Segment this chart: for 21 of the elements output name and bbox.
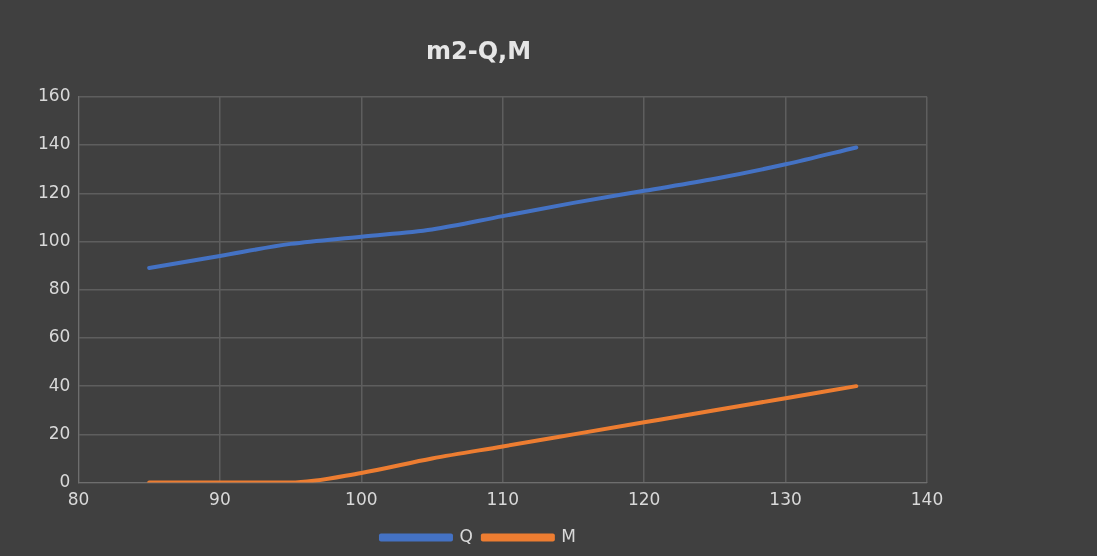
x-tick-label: 90: [209, 489, 231, 510]
y-tick-label: 40: [48, 374, 71, 395]
chart-title: m2-Q,M: [425, 36, 532, 65]
y-tick-label: 80: [48, 278, 71, 299]
x-tick-label: 100: [345, 489, 378, 510]
x-tick-label: 120: [627, 489, 661, 510]
y-tick-label: 140: [37, 133, 71, 154]
x-tick-label: 80: [67, 489, 90, 510]
y-tick-label: 20: [48, 422, 71, 443]
x-tick-label: 130: [769, 489, 802, 510]
y-tick-label: 60: [48, 326, 71, 347]
legend-label: Q: [459, 525, 473, 546]
y-tick-label: 100: [37, 229, 71, 250]
x-tick-label: 140: [910, 489, 944, 510]
y-tick-label: 0: [59, 471, 71, 492]
y-tick-label: 160: [37, 85, 71, 106]
line-series: [147, 384, 859, 483]
line-series: [147, 145, 859, 270]
x-tick-label: 110: [486, 489, 519, 510]
y-tick-label: 120: [37, 181, 71, 202]
legend-label: M: [561, 525, 577, 546]
